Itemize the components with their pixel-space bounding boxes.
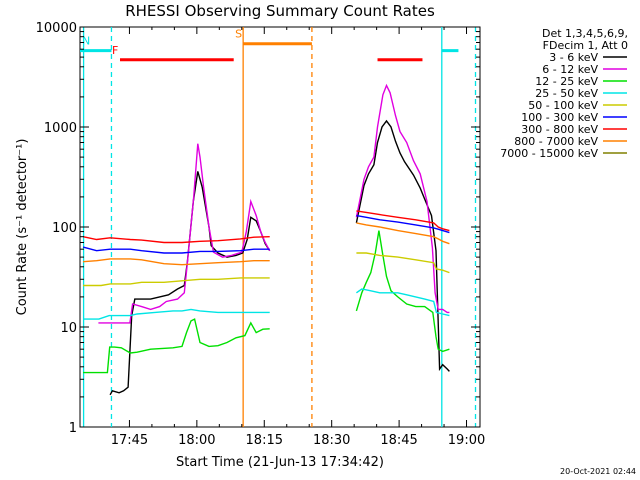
- legend-entry-label: 100 - 300 keV: [521, 111, 598, 124]
- x-tick-label: 18:30: [313, 433, 350, 448]
- series-line-5: [82, 246, 270, 254]
- y-tick-label: 1: [69, 421, 77, 436]
- series-line-3: [355, 288, 450, 317]
- x-tick-label: 19:00: [448, 433, 485, 448]
- legend-header-line: Det 1,3,4,5,6,9,: [542, 27, 628, 40]
- series-line-4: [356, 252, 450, 274]
- y-axis-label: Count Rate (s⁻¹ detector⁻¹): [15, 139, 30, 316]
- x-tick-label: 18:15: [246, 433, 283, 448]
- x-tick-label: 18:45: [380, 433, 417, 448]
- legend-entry-label: 800 - 7000 keV: [514, 135, 598, 148]
- legend-entry-label: 6 - 12 keV: [542, 63, 598, 76]
- series-line-2: [355, 230, 450, 353]
- y-tick-label: 10000: [36, 21, 77, 36]
- series-line-1: [355, 83, 450, 314]
- legend-entry-label: 50 - 100 keV: [528, 99, 598, 112]
- state-bar-label: F: [112, 44, 118, 57]
- series-line-3: [83, 308, 270, 320]
- legend-entry-label: 300 - 800 keV: [521, 123, 598, 136]
- plot-frame: [79, 26, 481, 428]
- series-line-1: [98, 143, 271, 324]
- series-line-6: [356, 210, 450, 232]
- timestamp: 20-Oct-2021 02:44: [560, 467, 636, 476]
- series-line-4: [83, 277, 270, 287]
- legend-entry-label: 7000 - 15000 keV: [500, 147, 598, 160]
- legend-entry-label: 12 - 25 keV: [535, 75, 598, 88]
- y-tick-label: 1000: [44, 121, 77, 136]
- y-tick-label: 10: [60, 321, 77, 336]
- series-line-7: [356, 222, 450, 245]
- legend-header-line: FDecim 1, Att 0: [543, 39, 628, 52]
- x-axis-label: Start Time (21-Jun-13 17:34:42): [176, 455, 384, 470]
- series-line-5: [356, 214, 450, 234]
- legend-entry-label: 25 - 50 keV: [535, 87, 598, 100]
- state-bar-label: S: [235, 28, 242, 41]
- chart-title: RHESSI Observing Summary Count Rates: [125, 2, 435, 20]
- state-bar-label: N: [82, 35, 90, 48]
- legend-entry-label: 3 - 6 keV: [549, 51, 598, 64]
- series-line-6: [82, 236, 270, 244]
- series-line-2: [83, 318, 270, 374]
- x-tick-label: 17:45: [111, 433, 148, 448]
- x-tick-label: 18:00: [178, 433, 215, 448]
- y-tick-label: 100: [52, 221, 77, 236]
- series-line-7: [83, 258, 270, 266]
